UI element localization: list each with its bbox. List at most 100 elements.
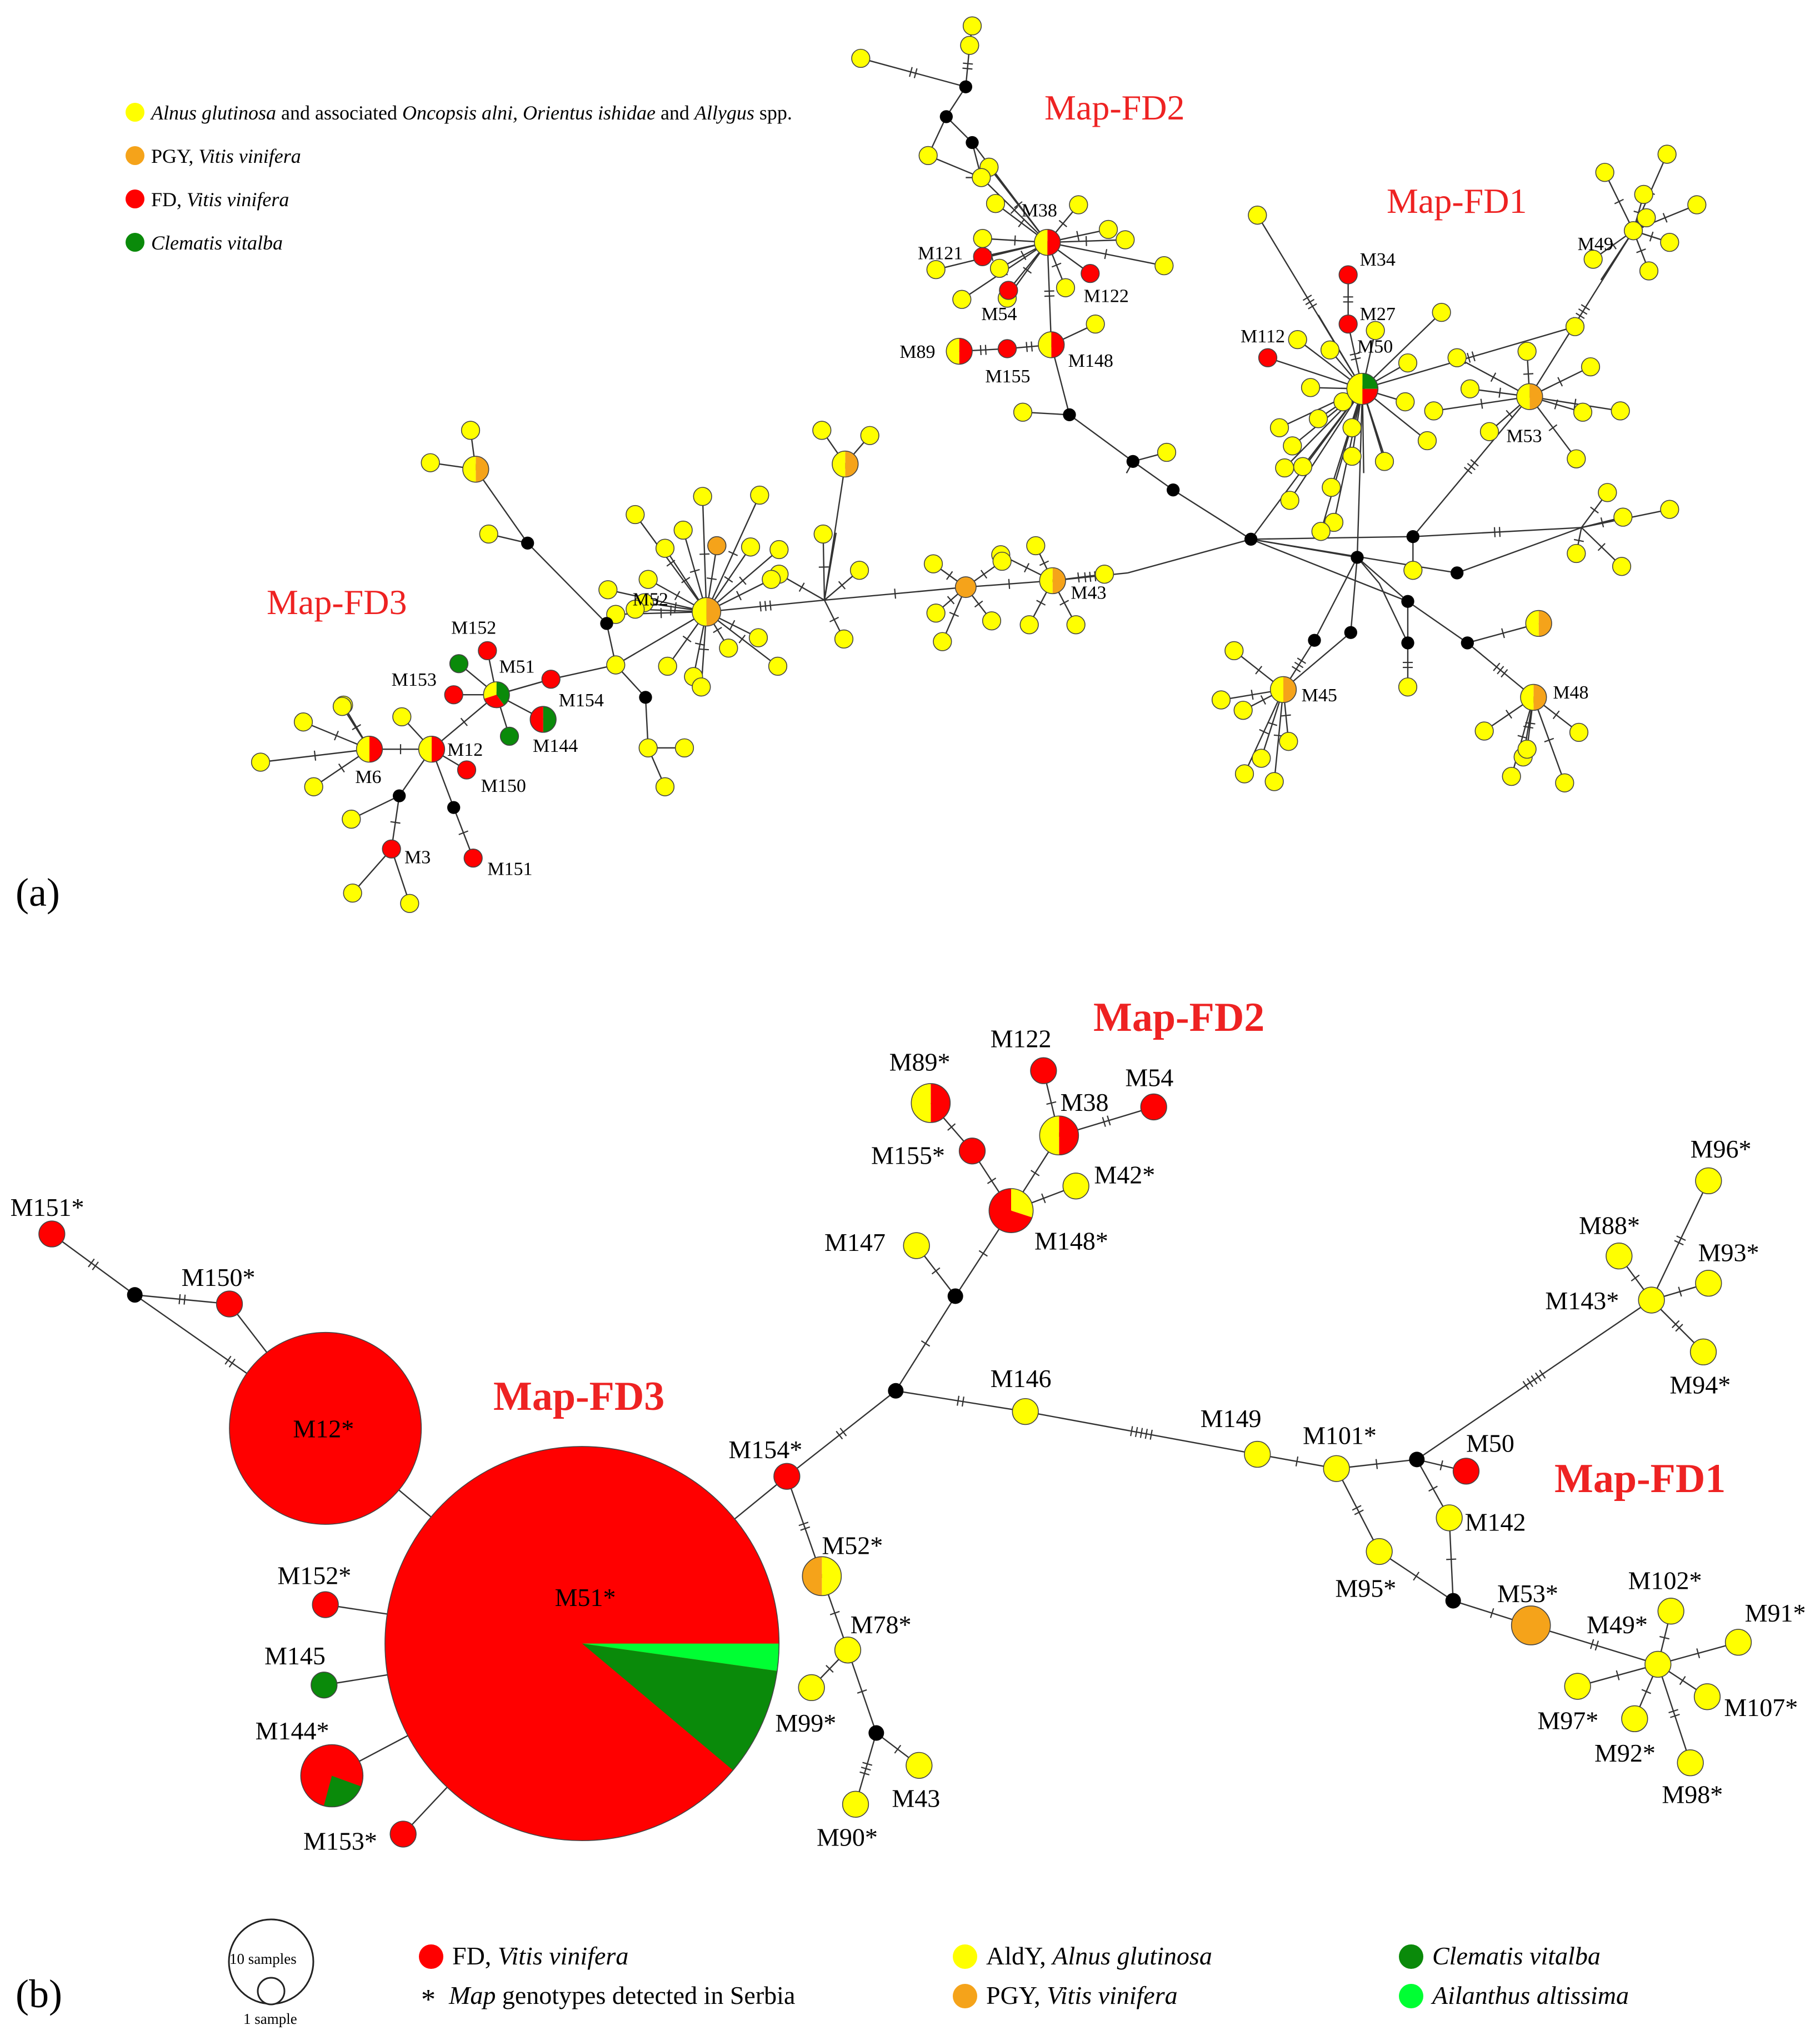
haplotype-node-b-m51 (384, 1446, 780, 1842)
mutation-tick (1446, 1558, 1457, 1560)
haplotype-node-104 (832, 450, 859, 478)
mutation-tick (1026, 342, 1028, 352)
mutation-tick (1578, 308, 1588, 315)
haplotype-label: M34 (1360, 250, 1396, 270)
node-disc (1283, 436, 1302, 456)
legend-text-part: PGY, (151, 145, 198, 167)
node-disc (989, 258, 1009, 278)
mutation-tick (857, 1689, 867, 1694)
haplotype-node-a-m48 (1520, 684, 1547, 711)
mutation-tick (980, 570, 988, 579)
node-disc (1687, 195, 1707, 215)
legend-swatch-yellow (953, 1944, 977, 1969)
mutation-tick (1297, 657, 1307, 664)
haplotype-node-131 (461, 421, 481, 440)
node-disc (1140, 1093, 1167, 1121)
cluster-label-a-fd1: Map-FD1 (1387, 181, 1527, 221)
node-outline (1039, 567, 1066, 595)
node-disc (1094, 565, 1114, 584)
median-vector-b (947, 1288, 963, 1304)
haplotype-label: M101* (1303, 1421, 1377, 1449)
mutation-tick (949, 612, 959, 617)
legend-asterisk-text: Map genotypes detected in Serbia (448, 1981, 795, 2009)
haplotype-node-152 (251, 752, 271, 772)
node-disc (1069, 195, 1088, 215)
median-vector-a (1308, 634, 1321, 647)
haplotype-node-176 (1452, 1458, 1480, 1485)
median-vector-dot (1063, 408, 1076, 422)
mutation-tick (1107, 1115, 1111, 1126)
haplotype-node-85 (1502, 767, 1521, 786)
network-edge (1350, 557, 1358, 633)
haplotype-node-97 (982, 611, 1002, 631)
mutation-tick (1480, 398, 1483, 409)
haplotype-node-70 (1660, 500, 1679, 519)
node-slice (1270, 676, 1283, 703)
haplotype-node-45 (1338, 265, 1358, 285)
node-disc (1695, 1167, 1722, 1195)
haplotype-label: M149 (1201, 1404, 1262, 1433)
node-disc (479, 524, 498, 544)
haplotype-label: M155* (871, 1141, 945, 1170)
mutation-tick (909, 67, 913, 77)
mutation-tick (88, 1258, 95, 1268)
mutation-tick (1609, 240, 1617, 250)
node-disc (692, 677, 711, 697)
network-edge (1457, 527, 1582, 574)
network-edge (1047, 242, 1052, 345)
haplotype-node-182 (1695, 1167, 1722, 1195)
mutation-tick (458, 830, 468, 835)
node-disc (798, 1674, 825, 1702)
mutation-tick (728, 551, 738, 556)
node-slice (1052, 567, 1066, 594)
mutation-tick (1255, 666, 1263, 675)
node-disc (1338, 314, 1358, 334)
haplotype-labels: M38 M121 M122 M54 M89 M155 M148 M34 M27 M112 M50 M4… (11, 201, 1806, 1856)
mutation-tick (1498, 387, 1501, 398)
legend-text-part: FD, (151, 188, 187, 211)
node-slice (1347, 373, 1363, 405)
haplotype-node-132 (479, 524, 498, 544)
haplotype-label: M142 (1465, 1508, 1526, 1537)
cluster-label-b-fd1: Map-FD1 (1554, 1456, 1726, 1502)
node-disc (992, 551, 1012, 571)
node-disc (1432, 302, 1451, 322)
haplotype-node-20 (999, 281, 1018, 300)
node-outline (1269, 676, 1297, 704)
mutation-tick (826, 1665, 834, 1673)
haplotype-label: M99* (775, 1709, 836, 1737)
legend-swatch-lightgreen (1399, 1984, 1423, 2008)
mutation-tick (1077, 572, 1080, 583)
haplotype-node-126 (762, 570, 781, 589)
haplotype-node-91 (1019, 615, 1039, 635)
mutation-tick (1413, 1572, 1420, 1581)
haplotype-node-43 (1324, 512, 1344, 532)
mutation-tick (829, 616, 839, 622)
node-disc (1086, 314, 1105, 334)
network-edge (1407, 601, 1468, 644)
mutation-tick (1023, 267, 1032, 274)
node-outline (832, 450, 859, 478)
node-disc (1657, 1598, 1684, 1625)
node-slice (530, 706, 543, 732)
mutation-tick (1539, 1369, 1546, 1379)
haplotype-node-8 (1116, 230, 1135, 250)
haplotype-node-5 (1069, 195, 1088, 215)
node-disc (1030, 1057, 1057, 1084)
mutation-tick (759, 601, 762, 612)
haplotype-node-11 (952, 290, 972, 309)
node-disc (1660, 233, 1679, 252)
node-disc (1644, 1650, 1672, 1678)
haplotype-node-158 (311, 1672, 338, 1699)
mutation-tick (1259, 729, 1269, 735)
haplotype-node-106 (860, 426, 879, 445)
haplotype-node-159 (389, 1820, 417, 1848)
node-disc (1342, 418, 1362, 437)
haplotype-label: M144* (256, 1717, 329, 1745)
node-disc (1398, 353, 1418, 373)
mutation-tick (839, 1428, 847, 1437)
haplotype-node-101 (849, 561, 869, 580)
node-disc (342, 809, 361, 829)
mutation-tick (1039, 560, 1049, 566)
mutation-tick (1493, 662, 1501, 671)
